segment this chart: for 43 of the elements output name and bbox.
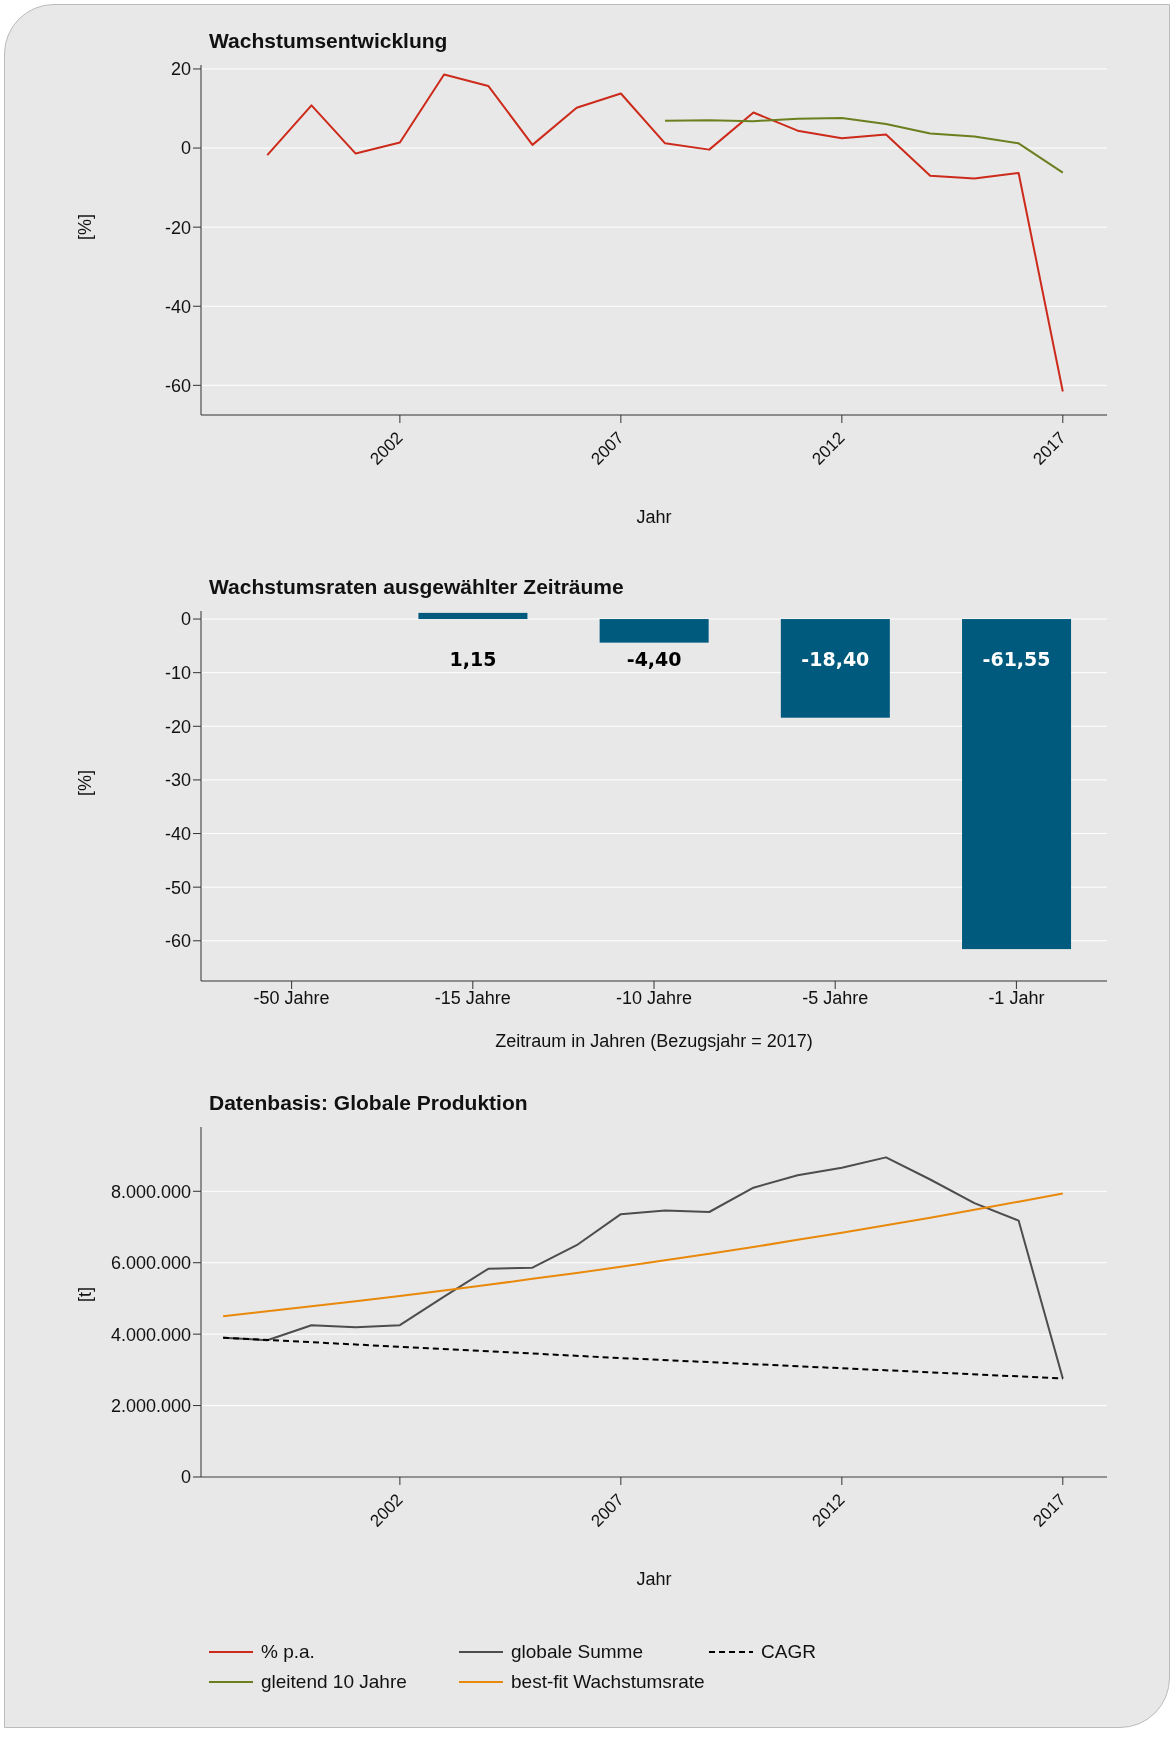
legend-label: % p.a. [261,1641,315,1663]
y-tick-label: -50 [164,877,191,898]
y-axis-title: [%] [75,213,96,240]
y-tick-label: -40 [164,296,191,317]
chart-title: Wachstumsraten ausgewählter Zeiträume [208,575,625,600]
legend-label: gleitend 10 Jahre [261,1671,407,1693]
chart-title: Wachstumsentwicklung [208,29,449,54]
x-tick-label: -1 Jahr [988,987,1045,1008]
x-tick-label: -5 Jahre [802,987,869,1008]
y-tick-label: 6.000.000 [110,1253,191,1274]
y-axis-title: [%] [75,769,96,796]
data-label: 1,15 [449,648,497,671]
x-tick-label: -10 Jahre [615,987,693,1008]
y-tick-label: 20 [170,59,191,80]
x-tick-label: -15 Jahre [434,987,511,1008]
y-tick-label: -20 [164,716,191,737]
legend-label: CAGR [761,1641,816,1663]
y-tick-label: -60 [164,375,191,396]
y-tick-label: -20 [164,217,191,238]
y-axis-title: [t] [75,1286,96,1302]
y-tick-label: 2.000.000 [110,1395,191,1416]
line-series [664,116,1064,174]
data-label: -18,40 [801,648,870,671]
y-tick-label: 0 [180,609,191,630]
y-tick-label: -40 [164,823,191,844]
line-series [266,73,1064,393]
line-series [222,1192,1064,1318]
data-label: -4,40 [626,648,682,671]
y-tick-label: -30 [164,770,191,791]
y-tick-label: 0 [180,1467,191,1488]
y-tick-label: -60 [164,931,191,952]
x-tick-label: -50 Jahre [253,987,330,1008]
chart-title: Datenbasis: Globale Produktion [208,1091,529,1116]
x-axis-title: Jahr [636,507,672,527]
y-tick-label: 4.000.000 [110,1324,191,1345]
legend-label: best-fit Wachstumsrate [511,1671,705,1693]
y-tick-label: 0 [180,138,191,159]
y-tick-label: -10 [164,663,191,684]
legend-label: globale Summe [511,1641,644,1663]
y-tick-label: 8.000.000 [110,1181,191,1202]
x-axis-title: Zeitraum in Jahren (Bezugsjahr = 2017) [495,1031,813,1051]
x-axis-title: Jahr [636,1569,672,1589]
data-label: -61,55 [982,648,1051,671]
